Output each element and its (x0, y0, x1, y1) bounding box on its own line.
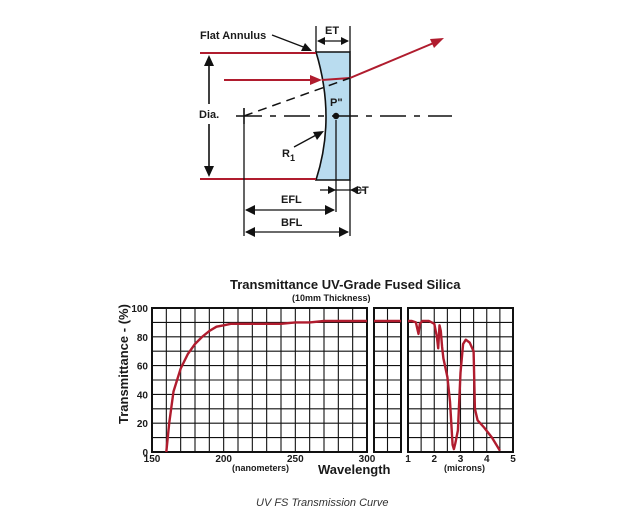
y-tick-label: 100 (131, 304, 148, 315)
x-axis-title: Wavelength (318, 462, 391, 477)
y-tick-label: 0 (142, 448, 148, 459)
x-tick-label: 2 (431, 454, 437, 465)
efl-label: EFL (281, 194, 302, 206)
chart-subtitle: (10mm Thickness) (292, 293, 371, 303)
flat-annulus-arrow (301, 43, 312, 51)
transmission-chart: Transmittance UV-Grade Fused Silica (10m… (116, 277, 516, 477)
et-arrow-right (341, 37, 349, 45)
x-tick-label: 300 (359, 454, 376, 465)
dia-arrow-bottom (204, 166, 214, 177)
x-tick-label: 150 (144, 454, 161, 465)
flat-annulus-leader (271, 34, 307, 49)
exit-ray-arrow (430, 38, 444, 48)
et-label: ET (325, 25, 339, 37)
chart-title: Transmittance UV-Grade Fused Silica (230, 277, 461, 292)
ct-arrow-right (350, 186, 358, 194)
x-tick-label: 250 (287, 454, 304, 465)
transmission-curve-1 (165, 319, 367, 453)
incoming-ray-arrow (310, 75, 322, 85)
r1-leader (293, 133, 319, 148)
chart-panel-1 (151, 307, 368, 453)
y-tick-label: 20 (137, 419, 149, 430)
flat-annulus-label: Flat Annulus (200, 30, 266, 42)
x-unit-left: (nanometers) (232, 463, 289, 473)
bfl-arrow-right (339, 227, 349, 237)
figure-caption: UV FS Transmission Curve (256, 497, 388, 509)
efl-arrow-right (325, 205, 335, 215)
x-tick-label: 1 (405, 454, 411, 465)
chart-panels (151, 307, 514, 453)
et-arrow-left (317, 37, 325, 45)
principal-point (332, 112, 340, 120)
x-unit-right: (microns) (444, 463, 485, 473)
x-tick-label: 200 (215, 454, 232, 465)
dia-label: Dia. (199, 109, 219, 121)
virtual-ray (243, 77, 351, 117)
exit-ray-inside (321, 77, 351, 81)
r1-label: R (282, 148, 290, 160)
exit-ray (349, 41, 437, 79)
y-tick-labels: 0 20 40 60 80 100 (131, 304, 148, 459)
transmission-curve-3 (408, 319, 501, 452)
efl-arrow-left (245, 205, 255, 215)
p-label: P" (330, 97, 343, 109)
y-tick-label: 80 (137, 333, 149, 344)
chart-panel-3 (407, 307, 514, 453)
x-tick-label: 4 (484, 454, 490, 465)
x-tick-label: 5 (510, 454, 516, 465)
y-axis-title: Transmittance - (%) (116, 304, 131, 424)
x-tick-label: 3 (458, 454, 464, 465)
dia-arrow-top (204, 55, 214, 66)
y-tick-label: 60 (137, 362, 149, 373)
bfl-arrow-left (245, 227, 255, 237)
y-tick-label: 40 (137, 390, 149, 401)
chart-panel-2 (373, 307, 402, 453)
x-tick-labels: 150 200 250 300 1 2 3 4 5 (144, 454, 517, 465)
ct-label: CT (354, 185, 369, 197)
r1-subscript: 1 (290, 153, 295, 163)
ct-arrow-left (328, 186, 336, 194)
r1-arrow (313, 131, 324, 140)
lens-diagram: Dia. P" ET Flat Annulus R 1 (196, 25, 452, 237)
bfl-label: BFL (281, 217, 303, 229)
